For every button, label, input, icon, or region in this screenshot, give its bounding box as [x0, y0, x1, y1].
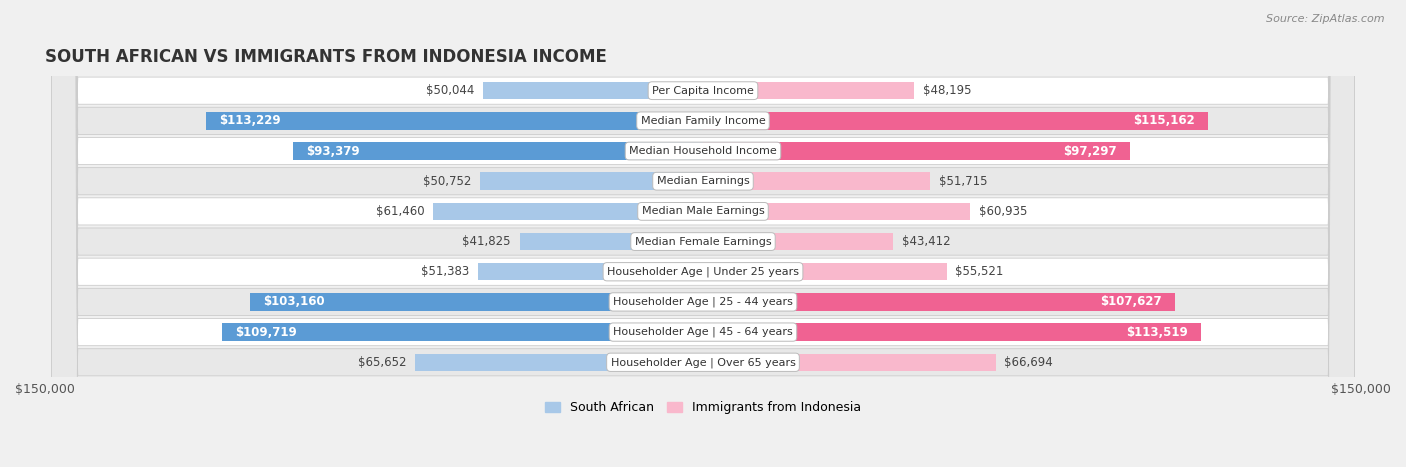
Bar [481, 172, 703, 190]
Text: $48,195: $48,195 [924, 84, 972, 97]
Text: $103,160: $103,160 [263, 296, 325, 308]
Text: $97,297: $97,297 [1063, 144, 1116, 157]
Text: $66,694: $66,694 [1004, 356, 1053, 369]
Bar [222, 323, 703, 341]
Bar [703, 142, 1130, 160]
Text: $65,652: $65,652 [357, 356, 406, 369]
Text: $109,719: $109,719 [235, 325, 297, 339]
Text: Median Male Earnings: Median Male Earnings [641, 206, 765, 216]
FancyBboxPatch shape [52, 0, 1354, 467]
FancyBboxPatch shape [52, 0, 1354, 467]
FancyBboxPatch shape [52, 0, 1354, 467]
Bar [484, 82, 703, 99]
Text: Median Female Earnings: Median Female Earnings [634, 237, 772, 247]
Bar [433, 203, 703, 220]
Text: $51,715: $51,715 [939, 175, 987, 188]
Bar [703, 203, 970, 220]
FancyBboxPatch shape [52, 0, 1354, 467]
Text: Householder Age | Over 65 years: Householder Age | Over 65 years [610, 357, 796, 368]
FancyBboxPatch shape [52, 0, 1354, 467]
Text: Per Capita Income: Per Capita Income [652, 85, 754, 96]
FancyBboxPatch shape [52, 0, 1354, 467]
Bar [415, 354, 703, 371]
Text: $113,519: $113,519 [1126, 325, 1188, 339]
Text: $107,627: $107,627 [1101, 296, 1161, 308]
Text: Median Earnings: Median Earnings [657, 176, 749, 186]
Bar [703, 233, 893, 250]
Text: $43,412: $43,412 [903, 235, 950, 248]
Bar [294, 142, 703, 160]
FancyBboxPatch shape [52, 0, 1354, 467]
Text: $93,379: $93,379 [307, 144, 360, 157]
Text: Householder Age | Under 25 years: Householder Age | Under 25 years [607, 267, 799, 277]
Text: $113,229: $113,229 [219, 114, 281, 127]
Text: $60,935: $60,935 [979, 205, 1028, 218]
Bar [703, 354, 995, 371]
Text: Median Family Income: Median Family Income [641, 116, 765, 126]
Bar [703, 323, 1201, 341]
Legend: South African, Immigrants from Indonesia: South African, Immigrants from Indonesia [540, 396, 866, 419]
Bar [703, 112, 1208, 130]
Bar [703, 263, 946, 281]
Text: Source: ZipAtlas.com: Source: ZipAtlas.com [1267, 14, 1385, 24]
Text: Householder Age | 25 - 44 years: Householder Age | 25 - 44 years [613, 297, 793, 307]
Bar [703, 293, 1175, 311]
FancyBboxPatch shape [52, 0, 1354, 467]
Text: $51,383: $51,383 [420, 265, 468, 278]
Text: SOUTH AFRICAN VS IMMIGRANTS FROM INDONESIA INCOME: SOUTH AFRICAN VS IMMIGRANTS FROM INDONES… [45, 48, 607, 66]
Bar [478, 263, 703, 281]
Text: $55,521: $55,521 [955, 265, 1004, 278]
Bar [703, 82, 914, 99]
Text: $61,460: $61,460 [375, 205, 425, 218]
Bar [519, 233, 703, 250]
FancyBboxPatch shape [52, 0, 1354, 467]
Text: $50,752: $50,752 [423, 175, 471, 188]
Text: $50,044: $50,044 [426, 84, 475, 97]
Bar [250, 293, 703, 311]
Text: $115,162: $115,162 [1133, 114, 1195, 127]
Bar [703, 172, 929, 190]
Text: Householder Age | 45 - 64 years: Householder Age | 45 - 64 years [613, 327, 793, 337]
FancyBboxPatch shape [52, 0, 1354, 467]
Text: $41,825: $41,825 [463, 235, 510, 248]
Bar [207, 112, 703, 130]
Text: Median Household Income: Median Household Income [628, 146, 778, 156]
